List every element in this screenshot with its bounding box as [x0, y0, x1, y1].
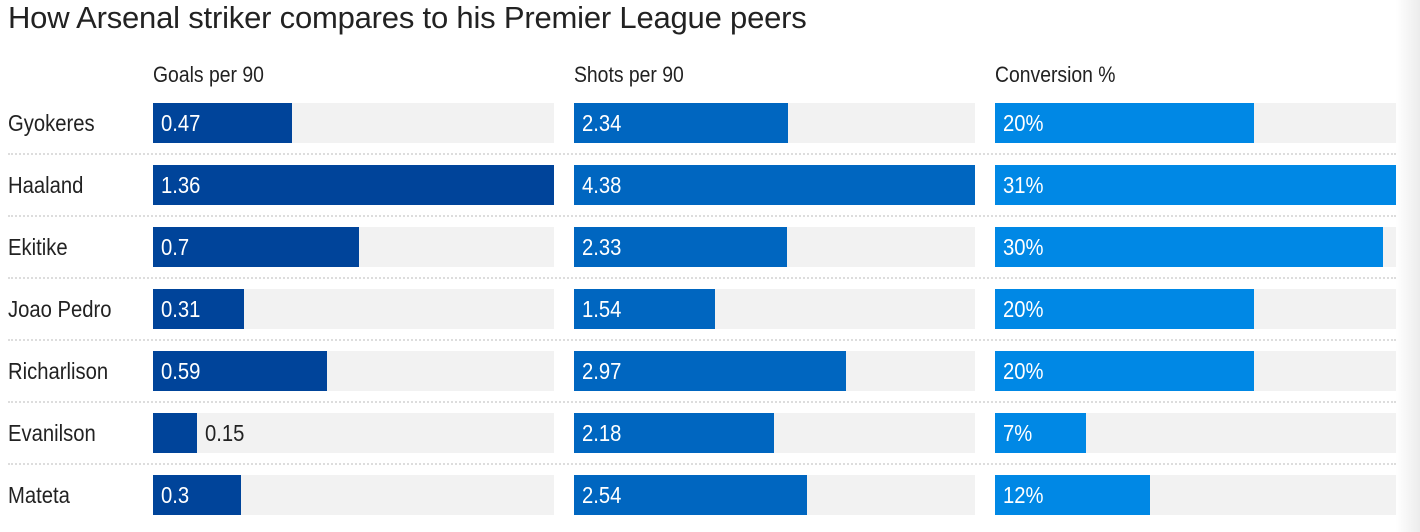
bar-track: 12% — [995, 475, 1396, 515]
bar — [153, 475, 241, 515]
bar-track: 2.54 — [574, 475, 975, 515]
data-label: 2.34 — [582, 110, 622, 136]
row-label: Mateta — [8, 482, 70, 508]
row-divider — [8, 277, 1396, 279]
row-label: Ekitike — [8, 234, 68, 260]
row-divider — [8, 339, 1396, 341]
data-label: 1.54 — [582, 296, 622, 322]
bar-track: 2.97 — [574, 351, 975, 391]
bar — [153, 103, 292, 143]
bar-track: 2.18 — [574, 413, 975, 453]
bar — [574, 289, 715, 329]
bar — [995, 227, 1383, 267]
data-label: 2.97 — [582, 358, 622, 384]
bar — [153, 165, 554, 205]
data-label: 0.59 — [161, 358, 201, 384]
bar — [995, 289, 1254, 329]
bar-track: 1.54 — [574, 289, 975, 329]
bar-track: 31% — [995, 165, 1396, 205]
bar-track: 0.47 — [153, 103, 554, 143]
row-divider — [8, 153, 1396, 155]
data-label: 31% — [1003, 172, 1044, 198]
bar — [574, 227, 787, 267]
bar-track: 0.31 — [153, 289, 554, 329]
bar-track: 4.38 — [574, 165, 975, 205]
bar-track: 0.59 — [153, 351, 554, 391]
bar-track: 20% — [995, 289, 1396, 329]
bar — [574, 351, 846, 391]
bar — [995, 413, 1086, 453]
data-label: 4.38 — [582, 172, 622, 198]
column-header: Shots per 90 — [574, 62, 684, 87]
bar — [153, 227, 359, 267]
column-header: Conversion % — [995, 62, 1116, 87]
row-label: Richarlison — [8, 358, 109, 384]
bar — [995, 475, 1150, 515]
data-label: 7% — [1003, 420, 1033, 446]
scroll-shade — [1396, 0, 1420, 532]
bar-track: 0.3 — [153, 475, 554, 515]
data-label: 0.47 — [161, 110, 201, 136]
data-label: 20% — [1003, 358, 1044, 384]
bar — [995, 351, 1254, 391]
bar-track: 30% — [995, 227, 1396, 267]
bar-track: 0.7 — [153, 227, 554, 267]
row-label: Haaland — [8, 172, 84, 198]
data-label: 0.7 — [161, 234, 190, 260]
bar-track: 20% — [995, 351, 1396, 391]
row-label: Evanilson — [8, 420, 96, 446]
data-label: 2.54 — [582, 482, 622, 508]
bar — [153, 289, 244, 329]
bar-track: 7% — [995, 413, 1396, 453]
bar-track: 2.34 — [574, 103, 975, 143]
data-label: 0.15 — [205, 420, 245, 446]
data-label: 30% — [1003, 234, 1044, 260]
bar-track: 1.36 — [153, 165, 554, 205]
data-label: 2.18 — [582, 420, 622, 446]
data-label: 1.36 — [161, 172, 201, 198]
bar-track: 0.15 — [153, 413, 554, 453]
data-label: 20% — [1003, 296, 1044, 322]
bar — [574, 165, 975, 205]
data-label: 20% — [1003, 110, 1044, 136]
chart-title: How Arsenal striker compares to his Prem… — [8, 0, 807, 35]
row-divider — [8, 215, 1396, 217]
row-label: Gyokeres — [8, 110, 95, 136]
data-label: 0.31 — [161, 296, 201, 322]
row-divider — [8, 401, 1396, 403]
bar — [153, 413, 197, 453]
row-label: Joao Pedro — [8, 296, 112, 322]
bar — [995, 103, 1254, 143]
bar — [574, 413, 774, 453]
data-label: 2.33 — [582, 234, 622, 260]
data-label: 12% — [1003, 482, 1044, 508]
row-divider — [8, 463, 1396, 465]
data-label: 0.3 — [161, 482, 190, 508]
bar — [153, 351, 327, 391]
bar — [574, 475, 807, 515]
bar-track: 2.33 — [574, 227, 975, 267]
bar-track: 20% — [995, 103, 1396, 143]
bar — [995, 165, 1396, 205]
bar — [574, 103, 788, 143]
column-header: Goals per 90 — [153, 62, 264, 87]
